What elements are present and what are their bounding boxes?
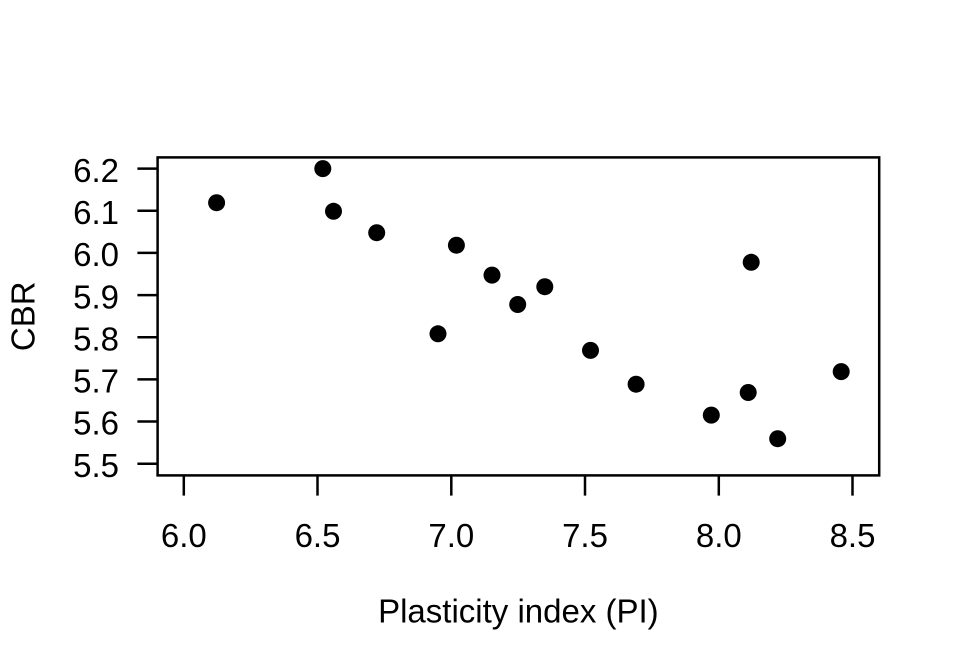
svg-text:6.0: 6.0 [161,517,207,554]
svg-text:5.7: 5.7 [73,363,119,400]
svg-text:8.0: 8.0 [696,517,742,554]
svg-text:Plasticity index (PI): Plasticity index (PI) [378,593,659,630]
svg-text:7.5: 7.5 [562,517,608,554]
svg-text:5.5: 5.5 [73,447,119,484]
svg-text:8.5: 8.5 [830,517,876,554]
svg-text:7.0: 7.0 [428,517,474,554]
svg-text:6.1: 6.1 [73,194,119,231]
svg-text:6.2: 6.2 [73,152,119,189]
svg-text:6.5: 6.5 [295,517,341,554]
svg-text:CBR: CBR [5,281,42,351]
svg-text:6.0: 6.0 [73,236,119,273]
svg-text:5.9: 5.9 [73,278,119,315]
svg-text:5.6: 5.6 [73,405,119,442]
svg-text:5.8: 5.8 [73,320,119,357]
